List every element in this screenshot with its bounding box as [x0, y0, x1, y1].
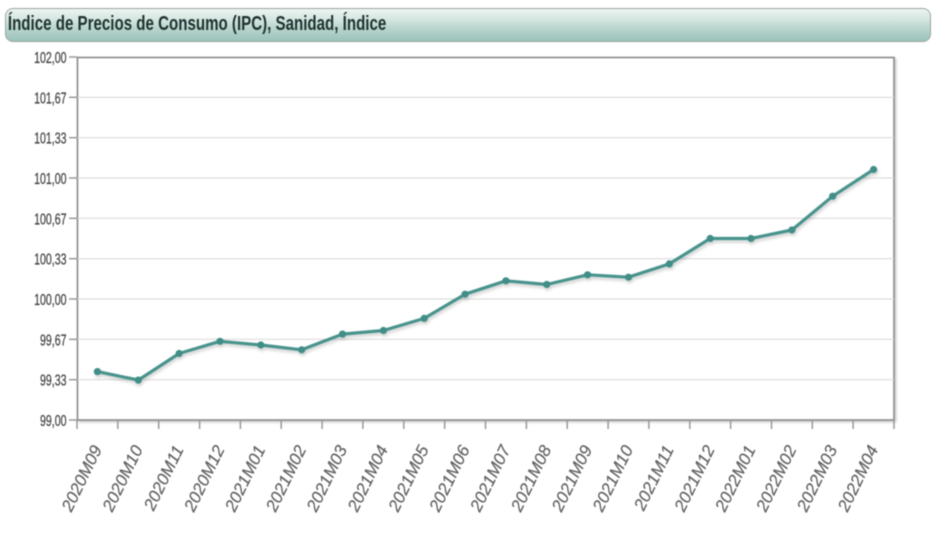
svg-text:2021M11: 2021M11 — [630, 442, 678, 514]
svg-text:101,00: 101,00 — [34, 170, 66, 188]
svg-text:2020M11: 2020M11 — [140, 442, 188, 514]
svg-text:100,33: 100,33 — [34, 251, 66, 269]
svg-text:101,33: 101,33 — [34, 130, 66, 148]
svg-text:99,67: 99,67 — [40, 331, 67, 349]
svg-text:101,67: 101,67 — [34, 89, 66, 107]
svg-text:99,33: 99,33 — [40, 372, 67, 390]
svg-text:2022M04: 2022M04 — [834, 442, 883, 515]
svg-text:102,00: 102,00 — [34, 49, 66, 67]
svg-text:100,67: 100,67 — [34, 210, 66, 228]
svg-text:100,00: 100,00 — [34, 291, 66, 309]
svg-text:99,00: 99,00 — [40, 412, 67, 430]
